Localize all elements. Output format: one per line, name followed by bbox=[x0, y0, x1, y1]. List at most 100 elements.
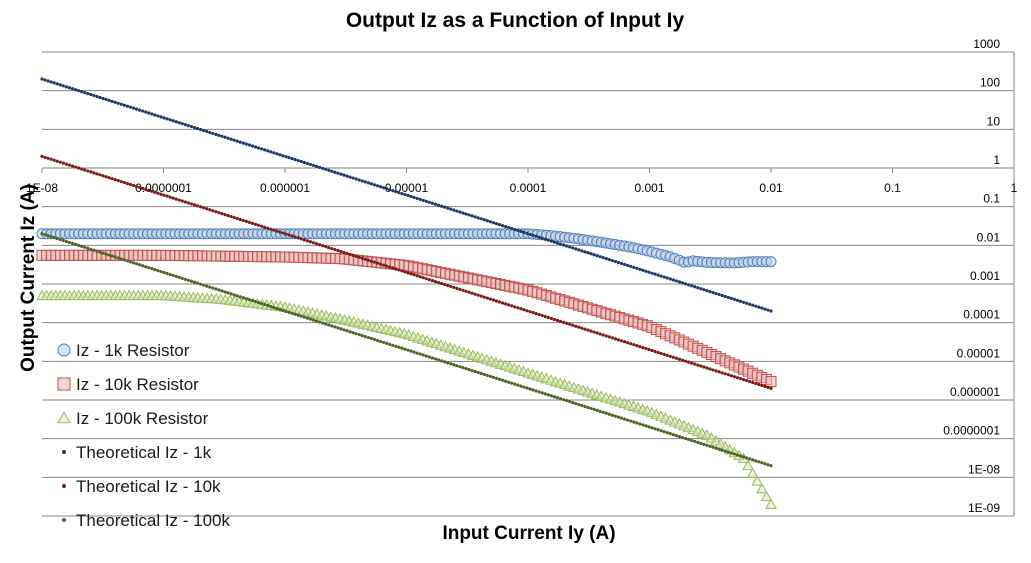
data-point bbox=[534, 312, 538, 316]
data-point bbox=[57, 343, 71, 357]
data-point bbox=[677, 434, 682, 439]
data-point bbox=[119, 257, 123, 261]
data-point bbox=[314, 242, 319, 246]
data-point bbox=[683, 436, 688, 441]
data-point bbox=[195, 204, 200, 208]
data-point bbox=[147, 188, 151, 192]
data-point bbox=[305, 239, 309, 243]
data-point bbox=[290, 311, 294, 315]
data-point bbox=[345, 329, 349, 333]
data-point bbox=[397, 268, 401, 272]
data-point bbox=[601, 333, 605, 337]
data-point bbox=[744, 456, 749, 460]
data-point bbox=[296, 236, 300, 240]
data-point bbox=[375, 338, 380, 343]
data-point bbox=[205, 284, 209, 288]
data-point bbox=[107, 176, 111, 180]
data-point bbox=[555, 318, 560, 323]
data-point bbox=[287, 233, 291, 237]
data-point bbox=[95, 94, 99, 99]
data-point bbox=[247, 220, 252, 224]
data-point bbox=[299, 237, 303, 241]
series-iz-10k-resistor bbox=[36, 249, 777, 388]
data-point bbox=[275, 152, 279, 156]
data-point bbox=[290, 234, 294, 238]
data-point bbox=[485, 296, 489, 300]
data-point bbox=[735, 298, 740, 302]
data-point bbox=[641, 268, 645, 272]
data-point bbox=[574, 401, 578, 406]
data-point bbox=[244, 297, 248, 301]
data-point bbox=[687, 283, 691, 287]
data-point bbox=[647, 347, 651, 352]
data-point bbox=[751, 458, 755, 462]
data-point bbox=[510, 226, 514, 231]
data-point bbox=[421, 353, 425, 357]
data-point bbox=[165, 194, 169, 198]
data-point bbox=[659, 274, 663, 278]
data-point bbox=[751, 475, 764, 486]
data-point bbox=[311, 318, 316, 322]
y-tick-label: 0.0000001 bbox=[943, 424, 1000, 438]
data-point bbox=[153, 113, 157, 117]
data-point bbox=[305, 316, 309, 320]
data-point bbox=[577, 325, 581, 329]
data-point bbox=[235, 294, 239, 298]
data-point bbox=[177, 275, 181, 279]
legend-label: Iz - 1k Resistor bbox=[76, 341, 190, 360]
data-point bbox=[626, 263, 630, 268]
data-point bbox=[668, 354, 672, 358]
data-point bbox=[507, 303, 511, 307]
data-point bbox=[269, 304, 273, 309]
y-tick-label: 100 bbox=[980, 76, 1000, 90]
data-point bbox=[336, 248, 340, 253]
data-point bbox=[122, 103, 126, 107]
data-point bbox=[52, 158, 56, 162]
data-point bbox=[635, 421, 639, 425]
data-point bbox=[131, 106, 136, 110]
data-point bbox=[461, 211, 465, 215]
data-point bbox=[330, 246, 334, 251]
data-point bbox=[449, 362, 453, 366]
legend-label: Iz - 100k Resistor bbox=[76, 409, 209, 428]
data-point bbox=[128, 260, 133, 264]
data-point bbox=[357, 178, 361, 182]
data-point bbox=[278, 230, 282, 234]
data-point bbox=[491, 298, 496, 302]
data-point bbox=[690, 284, 694, 288]
y-tick-label: 1 bbox=[993, 153, 1000, 167]
data-point bbox=[665, 431, 669, 435]
data-point bbox=[540, 313, 544, 318]
data-point bbox=[680, 358, 685, 362]
data-point bbox=[49, 157, 53, 161]
data-point bbox=[394, 267, 398, 271]
y-tick-label: 1E-09 bbox=[968, 501, 1000, 515]
data-point bbox=[324, 167, 328, 171]
data-point bbox=[494, 299, 499, 303]
data-point bbox=[755, 482, 768, 494]
data-point bbox=[296, 313, 300, 317]
data-point bbox=[223, 213, 227, 217]
data-point bbox=[40, 154, 44, 158]
data-point bbox=[619, 261, 624, 266]
data-point bbox=[147, 111, 151, 115]
data-point bbox=[192, 203, 197, 207]
data-point bbox=[650, 271, 654, 275]
data-point bbox=[272, 228, 276, 232]
data-point bbox=[58, 160, 62, 164]
data-point bbox=[732, 452, 736, 456]
data-point bbox=[253, 300, 258, 304]
data-point bbox=[281, 308, 285, 312]
data-point bbox=[61, 161, 65, 165]
data-point bbox=[513, 305, 517, 309]
chart-title: Output Iz as a Function of Input Iy bbox=[346, 9, 685, 32]
data-point bbox=[610, 258, 614, 263]
data-point bbox=[500, 301, 505, 305]
data-point bbox=[104, 252, 108, 256]
data-point bbox=[766, 463, 770, 467]
data-point bbox=[680, 281, 685, 285]
data-point bbox=[528, 387, 532, 391]
data-point bbox=[601, 410, 605, 414]
data-point bbox=[342, 328, 346, 332]
data-point bbox=[592, 330, 596, 334]
